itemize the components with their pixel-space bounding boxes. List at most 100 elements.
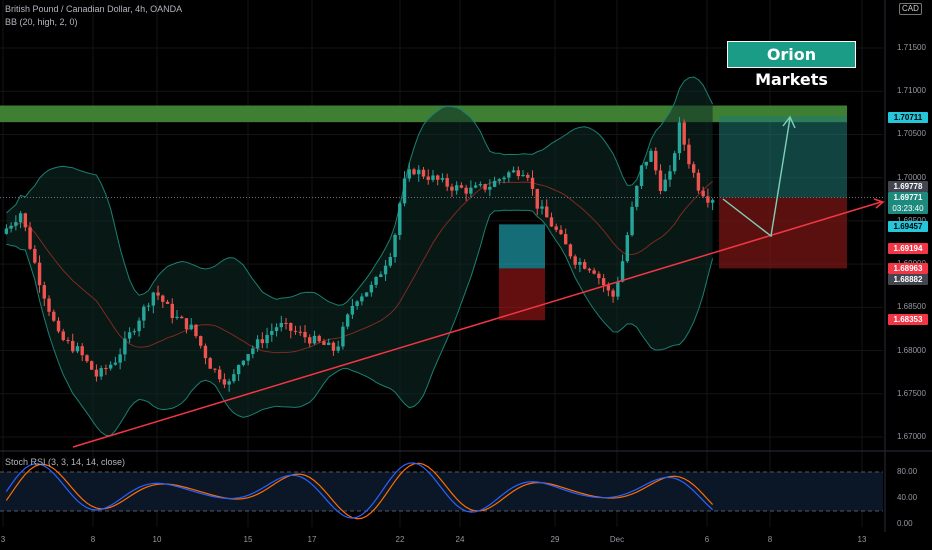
candle-body [108, 364, 113, 369]
candle-body [521, 174, 525, 177]
candle-body [236, 364, 241, 375]
candle-body [630, 206, 634, 236]
candle-body [18, 213, 23, 223]
candle-body [227, 381, 231, 385]
candle-body [554, 226, 558, 230]
candle-body [341, 326, 345, 347]
candle-body [232, 374, 236, 382]
candle-body [710, 200, 715, 203]
candle-body [464, 187, 468, 194]
candle-body [592, 270, 596, 274]
candle-body [706, 196, 710, 203]
candle-body [123, 338, 127, 355]
candle-body [511, 170, 516, 173]
candle-body [473, 185, 478, 188]
candle-body [654, 150, 658, 171]
candle-body [217, 369, 222, 380]
candle-body [644, 161, 648, 166]
grid-lines [0, 0, 932, 532]
price-tick: 1.70500 [897, 129, 926, 139]
candle-body [568, 244, 573, 257]
candle-body [431, 175, 435, 180]
candle-body [66, 340, 70, 342]
candle-body [99, 368, 103, 377]
candle-body [407, 169, 411, 179]
candle-body [388, 257, 393, 266]
candle-body [668, 171, 672, 180]
candle-body [545, 206, 549, 218]
candle-body [393, 234, 397, 258]
time-tick: 8 [90, 535, 96, 544]
candle-body [260, 339, 265, 344]
candle-body [331, 342, 336, 351]
price-badge-label: 1.68353 [893, 315, 923, 324]
currency-badge[interactable]: CAD [899, 3, 922, 15]
price-badge: 1.70711 [888, 112, 928, 123]
bb-upper [6, 76, 714, 306]
stoch-d-line [5, 462, 714, 520]
time-tick: 29 [550, 535, 560, 544]
ascending-trendline [72, 201, 882, 448]
earlier-target-zone [499, 224, 545, 269]
price-badge: 1.68963 [888, 263, 928, 274]
candle-body [52, 311, 56, 321]
candle-body [37, 262, 42, 286]
candle-body [601, 278, 606, 286]
candle-body [398, 203, 402, 235]
drawings[interactable] [0, 115, 885, 448]
candle-body [270, 331, 274, 335]
candle-body [80, 346, 84, 356]
time-tick: 17 [307, 535, 317, 544]
long-target-zone [719, 116, 847, 198]
candle-body [298, 331, 302, 333]
time-tick: Dec [609, 535, 625, 544]
candle-body [274, 327, 279, 332]
candle-body [649, 150, 653, 162]
candle-body [350, 305, 355, 315]
candle-body [137, 320, 141, 332]
candle-body [42, 285, 46, 299]
bb-fill [6, 77, 713, 436]
price-tick: 1.68500 [897, 302, 926, 312]
candle-body [312, 335, 317, 344]
price-badge: 1.68882 [888, 274, 928, 285]
candle-body [326, 342, 331, 345]
candle-body [374, 276, 378, 285]
candle-body [507, 172, 511, 178]
candle-body [492, 180, 497, 187]
price-tick: 1.71000 [897, 86, 926, 96]
candle-body [516, 170, 520, 177]
candle-body [85, 355, 89, 362]
candle-body [445, 178, 449, 187]
candle-body [56, 320, 61, 332]
candle-body [146, 305, 151, 307]
indicator-legend: BB (20, high, 2, 0) [5, 17, 78, 27]
candle-body [582, 262, 587, 269]
price-badge-label: 1.69194 [893, 244, 923, 253]
resistance-zone [0, 105, 847, 123]
candle-body [317, 335, 321, 342]
candle-body [563, 234, 568, 245]
time-tick: 24 [455, 535, 465, 544]
candles[interactable] [4, 117, 715, 392]
candle-body [255, 339, 260, 349]
candle-body [71, 340, 75, 352]
candle-body [170, 303, 174, 319]
candle-body [293, 330, 298, 332]
candle-body [379, 274, 383, 277]
candle-body [23, 213, 28, 228]
candle-body [132, 331, 137, 333]
candle-body [127, 332, 132, 339]
candle-body [165, 301, 170, 304]
candle-body [483, 184, 487, 190]
candle-body [663, 179, 667, 192]
price-badge: 1.69771 03:23:40 [888, 192, 928, 214]
price-badge-label: 1.70711 [893, 113, 923, 122]
price-tick: 1.71500 [897, 43, 926, 52]
stoch-k-line [5, 462, 714, 519]
price-badge: 1.69194 [888, 243, 928, 254]
earlier-stop-zone [499, 268, 545, 321]
candle-body [426, 176, 430, 180]
stoch-rsi-pane[interactable] [0, 462, 883, 520]
